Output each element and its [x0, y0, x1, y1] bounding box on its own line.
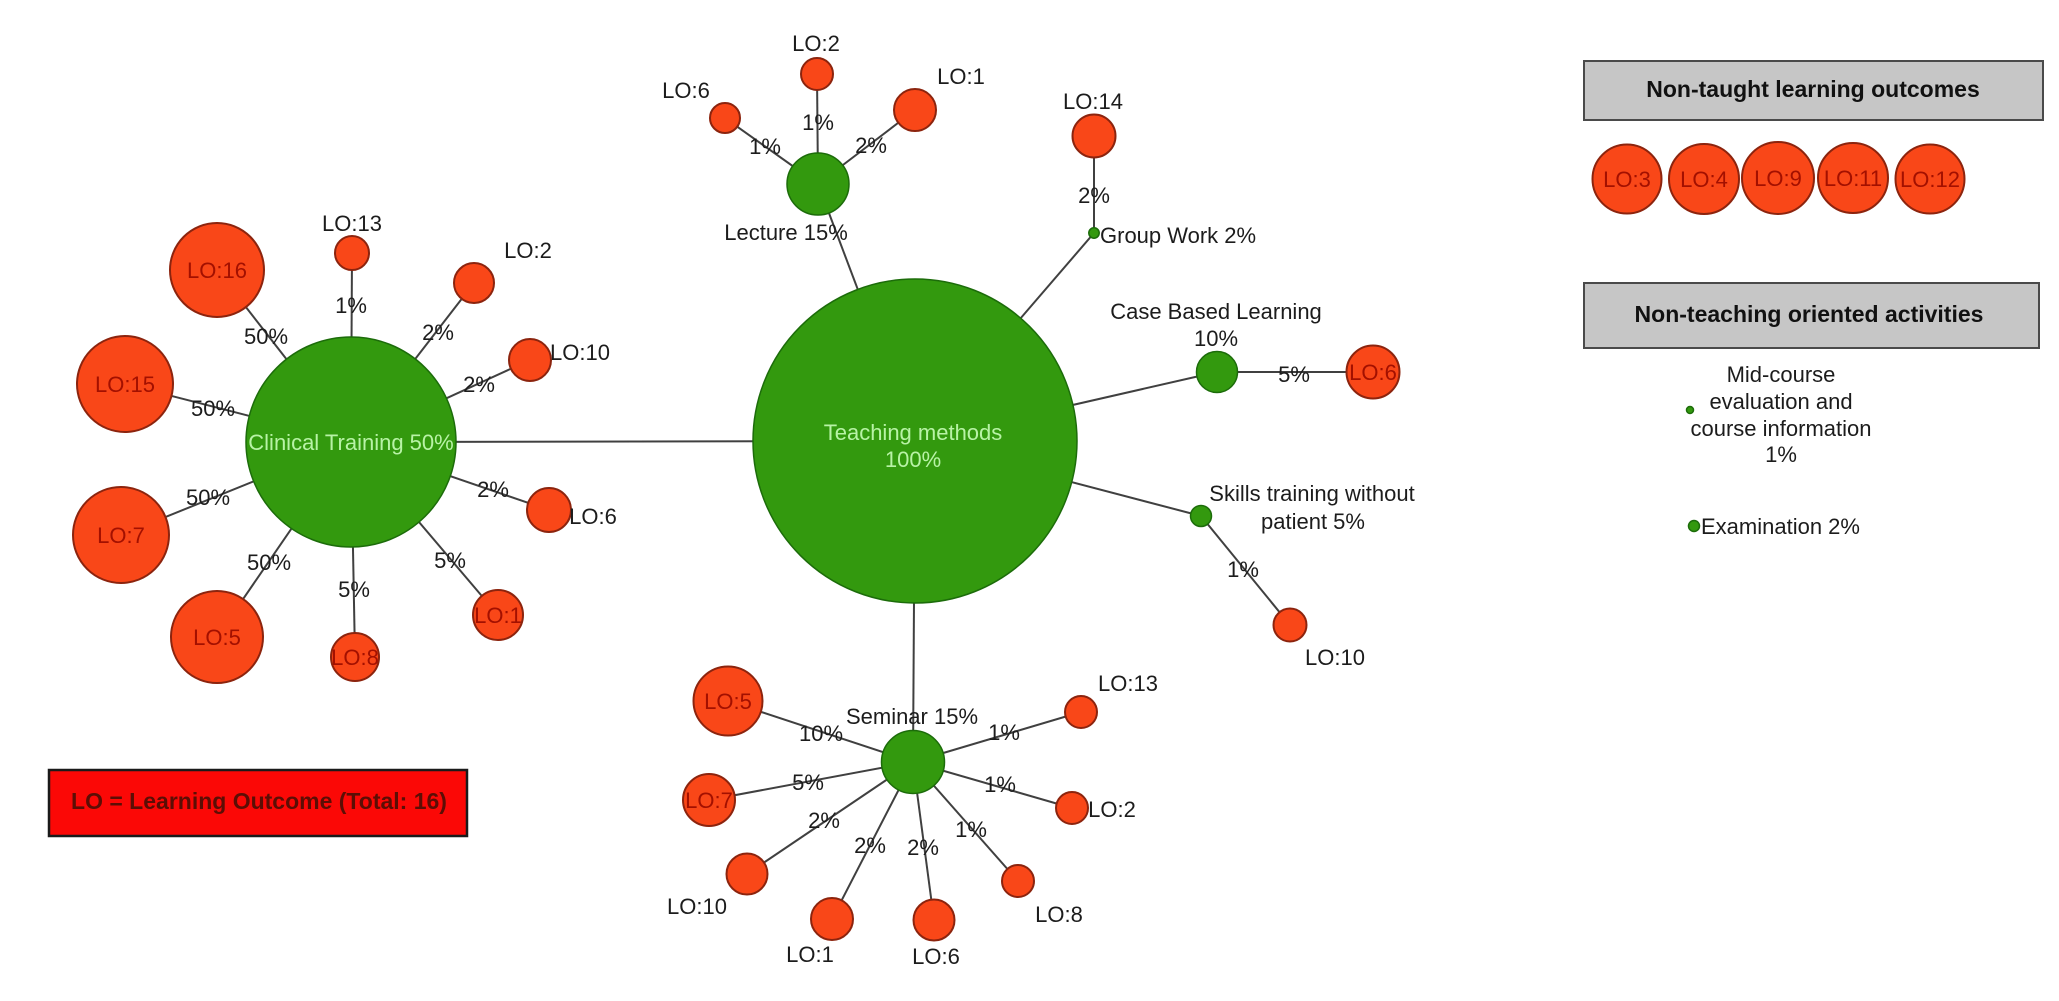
svg-text:5%: 5% [1278, 362, 1310, 387]
svg-text:Skills training without: Skills training without [1209, 481, 1414, 506]
svg-text:LO:8: LO:8 [1035, 902, 1083, 927]
svg-text:LO:9: LO:9 [1754, 166, 1802, 191]
svg-text:LO:8: LO:8 [331, 645, 379, 670]
svg-text:100%: 100% [885, 447, 941, 472]
svg-text:patient 5%: patient 5% [1261, 509, 1365, 534]
svg-text:LO:11: LO:11 [1824, 166, 1882, 191]
svg-text:LO:10: LO:10 [550, 340, 610, 365]
svg-text:Lecture 15%: Lecture 15% [724, 220, 848, 245]
svg-text:1%: 1% [802, 110, 834, 135]
svg-text:LO:6: LO:6 [1349, 360, 1397, 385]
svg-text:LO:6: LO:6 [662, 78, 710, 103]
svg-text:LO:12: LO:12 [1900, 167, 1960, 192]
svg-text:2%: 2% [907, 835, 939, 860]
svg-text:LO:10: LO:10 [667, 894, 727, 919]
svg-text:2%: 2% [422, 320, 454, 345]
svg-text:10%: 10% [799, 721, 843, 746]
svg-text:10%: 10% [1194, 326, 1238, 351]
svg-text:Group Work 2%: Group Work 2% [1100, 223, 1256, 248]
svg-text:LO:5: LO:5 [193, 625, 241, 650]
svg-text:LO:1: LO:1 [786, 942, 834, 967]
svg-text:LO:6: LO:6 [569, 504, 617, 529]
svg-text:2%: 2% [855, 133, 887, 158]
svg-text:LO:7: LO:7 [97, 523, 145, 548]
svg-text:LO:10: LO:10 [1305, 645, 1365, 670]
svg-text:LO:13: LO:13 [322, 211, 382, 236]
svg-text:LO:2: LO:2 [792, 31, 840, 56]
svg-text:5%: 5% [792, 770, 824, 795]
svg-text:5%: 5% [338, 577, 370, 602]
svg-text:Seminar 15%: Seminar 15% [846, 704, 978, 729]
svg-text:Teaching methods: Teaching methods [824, 420, 1003, 445]
svg-text:1%: 1% [988, 720, 1020, 745]
svg-text:50%: 50% [186, 485, 230, 510]
svg-text:LO:2: LO:2 [504, 238, 552, 263]
svg-text:1%: 1% [1765, 442, 1797, 467]
svg-text:LO:3: LO:3 [1603, 167, 1651, 192]
svg-text:2%: 2% [477, 477, 509, 502]
svg-text:Clinical Training 50%: Clinical Training 50% [248, 430, 453, 455]
svg-text:LO:5: LO:5 [704, 689, 752, 714]
svg-text:1%: 1% [335, 293, 367, 318]
svg-text:LO:2: LO:2 [1088, 797, 1136, 822]
svg-text:Examination 2%: Examination 2% [1701, 514, 1860, 539]
svg-text:LO:1: LO:1 [937, 64, 985, 89]
svg-text:LO:14: LO:14 [1063, 89, 1123, 114]
svg-text:2%: 2% [854, 833, 886, 858]
svg-text:1%: 1% [749, 134, 781, 159]
svg-text:LO:13: LO:13 [1098, 671, 1158, 696]
svg-text:evaluation and: evaluation and [1709, 389, 1852, 414]
svg-text:LO:6: LO:6 [912, 944, 960, 969]
svg-text:Case Based Learning: Case Based Learning [1110, 299, 1322, 324]
svg-text:LO:4: LO:4 [1680, 167, 1728, 192]
svg-text:2%: 2% [1078, 183, 1110, 208]
svg-text:2%: 2% [463, 372, 495, 397]
svg-text:LO:16: LO:16 [187, 258, 247, 283]
svg-text:LO = Learning Outcome (Total:: LO = Learning Outcome (Total: 16) [71, 788, 447, 814]
svg-text:Non-taught learning outcomes: Non-taught learning outcomes [1646, 76, 1980, 102]
svg-text:2%: 2% [808, 808, 840, 833]
svg-text:50%: 50% [247, 550, 291, 575]
svg-text:1%: 1% [984, 772, 1016, 797]
svg-text:5%: 5% [434, 548, 466, 573]
svg-text:LO:15: LO:15 [95, 372, 155, 397]
svg-text:LO:1: LO:1 [474, 603, 522, 628]
svg-text:50%: 50% [244, 324, 288, 349]
svg-text:1%: 1% [1227, 557, 1259, 582]
svg-text:Mid-course: Mid-course [1727, 362, 1836, 387]
svg-text:50%: 50% [191, 396, 235, 421]
svg-text:course information: course information [1691, 416, 1872, 441]
svg-text:1%: 1% [955, 817, 987, 842]
svg-text:LO:7: LO:7 [685, 788, 733, 813]
svg-text:Non-teaching oriented activiti: Non-teaching oriented activities [1635, 301, 1984, 327]
